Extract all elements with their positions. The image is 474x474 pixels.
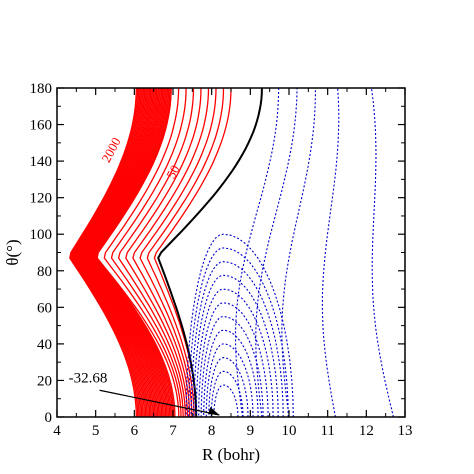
repulsive-contour xyxy=(73,87,144,418)
repulsive-contour xyxy=(87,87,164,418)
contour-value-label: 50 xyxy=(163,163,182,182)
repulsive-contour xyxy=(77,87,149,418)
minimum-arrow-line xyxy=(99,389,220,416)
x-tick-label: 7 xyxy=(169,423,177,439)
repulsive-contour xyxy=(93,87,172,418)
repulsive-contour xyxy=(80,87,153,418)
repulsive-contour xyxy=(132,87,210,418)
attractive-contour xyxy=(321,87,340,418)
attractive-contour xyxy=(370,87,394,418)
attractive-contour xyxy=(185,233,294,418)
repulsive-contour xyxy=(95,87,175,418)
x-tick-label: 4 xyxy=(53,423,61,439)
attractive-contour xyxy=(195,288,274,418)
repulsive-contour xyxy=(70,87,139,418)
repulsive-contour xyxy=(91,87,169,418)
repulsive-contour xyxy=(139,87,217,418)
y-tick-label: 160 xyxy=(30,118,53,134)
contour-lines xyxy=(69,87,394,418)
y-tick-label: 180 xyxy=(30,81,53,97)
repulsive-contour xyxy=(76,87,148,418)
repulsive-contour xyxy=(71,87,141,418)
y-tick-label: 100 xyxy=(30,227,53,243)
y-tick-label: 60 xyxy=(37,300,52,316)
repulsive-contour xyxy=(86,87,161,418)
x-tick-label: 12 xyxy=(359,423,374,439)
repulsive-contour xyxy=(94,87,173,418)
repulsive-contour xyxy=(85,87,160,418)
x-tick-label: 8 xyxy=(208,423,216,439)
x-tick-label: 6 xyxy=(131,423,139,439)
repulsive-contour xyxy=(103,87,182,418)
x-tick-label: 10 xyxy=(282,423,297,439)
repulsive-contour xyxy=(96,87,180,418)
repulsive-contour xyxy=(75,87,147,418)
repulsive-contour xyxy=(92,87,171,418)
repulsive-contour xyxy=(110,87,187,418)
attractive-contour xyxy=(200,315,264,418)
y-axis-title: θ(°) xyxy=(3,239,22,265)
y-tick-label: 20 xyxy=(37,373,52,389)
attractive-contour xyxy=(188,247,289,418)
attractive-contour xyxy=(210,370,244,418)
attractive-contour xyxy=(255,87,298,418)
repulsive-contour xyxy=(83,87,157,418)
repulsive-contour xyxy=(88,87,165,418)
repulsive-contour xyxy=(87,87,163,418)
x-tick-label: 5 xyxy=(92,423,100,439)
x-tick-label: 9 xyxy=(247,423,255,439)
repulsive-contour xyxy=(90,87,168,418)
repulsive-contour xyxy=(117,87,195,418)
y-tick-label: 40 xyxy=(37,337,52,353)
attractive-contour xyxy=(203,329,259,418)
attractive-contour xyxy=(281,88,316,418)
repulsive-contour xyxy=(71,87,140,418)
minimum-label: -32.68 xyxy=(69,370,108,386)
repulsive-contour xyxy=(69,87,137,418)
axis-ticks: 4 5 6 7 8 9 10 11 12 13 0 20 40 60 80 100 120 140 160 180 xyxy=(30,81,413,439)
x-axis-title: R (bohr) xyxy=(202,445,260,464)
repulsive-contour xyxy=(89,87,167,418)
repulsive-contour xyxy=(79,87,152,418)
zero-contour xyxy=(157,87,263,418)
repulsive-contour xyxy=(82,87,156,418)
repulsive-contour xyxy=(125,87,202,418)
attractive-contour xyxy=(213,384,239,418)
attractive-contour xyxy=(190,261,284,418)
attractive-contour xyxy=(234,87,280,418)
repulsive-contour xyxy=(81,87,155,418)
attractive-contour xyxy=(198,302,269,418)
repulsive-contour xyxy=(78,87,151,418)
y-tick-label: 80 xyxy=(37,264,52,280)
y-tick-label: 140 xyxy=(30,154,53,170)
repulsive-contour xyxy=(72,87,143,418)
x-tick-label: 13 xyxy=(398,423,413,439)
attractive-contour xyxy=(208,357,249,418)
contour-value-label: 2000 xyxy=(98,135,123,165)
attractive-contour xyxy=(193,274,279,418)
x-tick-label: 11 xyxy=(320,423,334,439)
y-tick-label: 120 xyxy=(30,191,53,207)
attractive-contour xyxy=(205,343,254,418)
y-tick-label: 0 xyxy=(45,410,53,426)
repulsive-contour xyxy=(84,87,159,418)
repulsive-contour xyxy=(74,87,145,418)
